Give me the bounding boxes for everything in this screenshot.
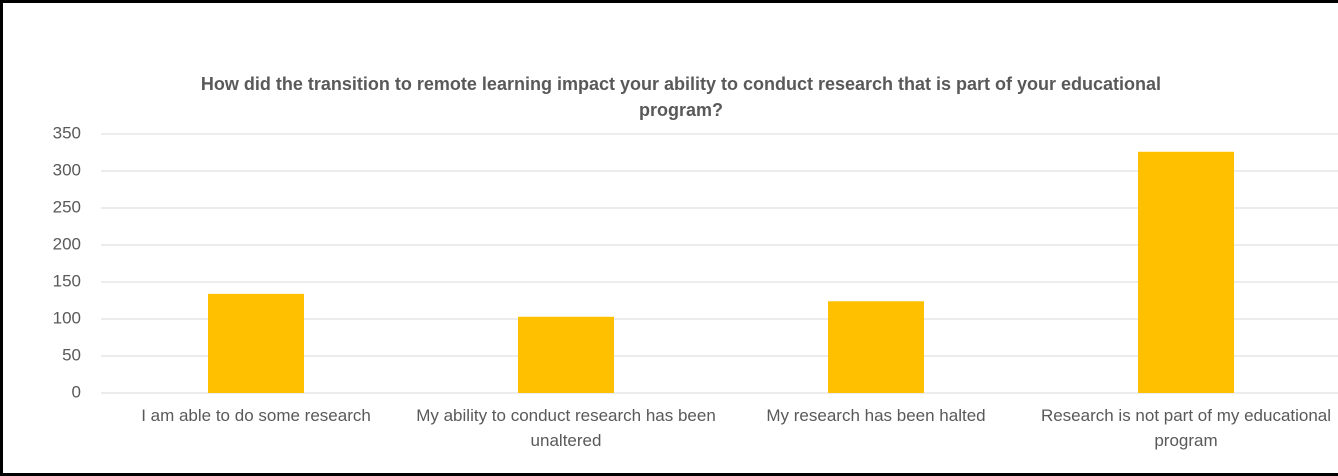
chart-title: How did the transition to remote learnin… (200, 74, 1162, 120)
plot: 0 50 100 150 200 250 300 350 (53, 123, 1338, 401)
bar (828, 301, 924, 393)
x-tick-label: My ability to conduct research has been … (416, 406, 716, 450)
x-tick-label: Research is not part of my educational p… (1040, 406, 1332, 450)
bar (518, 316, 614, 393)
y-tick-label: 200 (53, 234, 81, 253)
y-tick-label: 50 (62, 345, 81, 364)
x-tick-label: I am able to do some research (141, 406, 371, 425)
y-tick-label: 150 (53, 271, 81, 290)
y-tick-label: 250 (53, 197, 81, 216)
x-tick-label: My research has been halted (766, 406, 986, 425)
y-tick-label: 350 (53, 123, 81, 142)
bar (208, 293, 304, 393)
bar (1138, 151, 1234, 393)
y-tick-label: 100 (53, 308, 81, 327)
y-tick-label: 0 (72, 382, 81, 401)
y-tick-label: 300 (53, 160, 81, 179)
